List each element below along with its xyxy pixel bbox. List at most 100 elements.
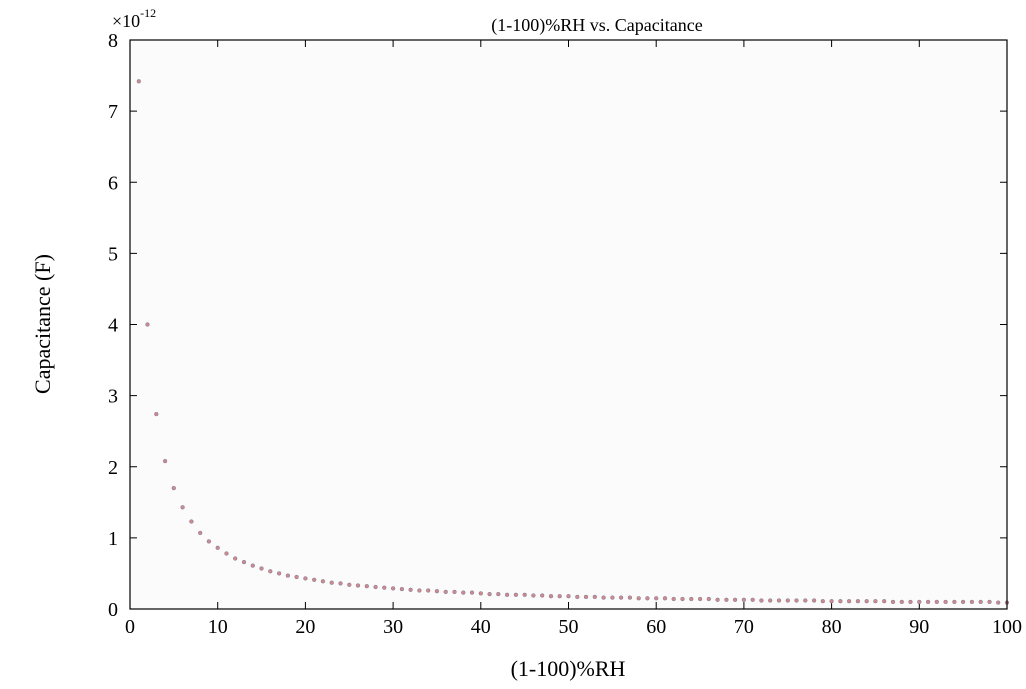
y-tick-label: 3	[108, 386, 118, 408]
x-tick-label: 50	[559, 616, 579, 638]
data-point	[689, 596, 694, 602]
y-tick-label: 2	[108, 457, 118, 479]
x-tick-label: 0	[125, 616, 135, 638]
data-point	[382, 585, 387, 590]
data-point	[180, 505, 185, 510]
data-point	[601, 595, 606, 600]
x-tick-label: 40	[471, 616, 491, 638]
y-scale-exponent: -12	[140, 6, 156, 20]
data-point	[820, 599, 825, 604]
data-point	[768, 598, 773, 603]
data-point	[715, 597, 720, 602]
y-tick-label: 4	[108, 315, 118, 337]
tick-labels: 0 10 20 30 40 50 60 70 80 90 100 0 1 2 3 4 5 6 7 8	[108, 30, 1022, 638]
plot-frame	[129, 39, 1008, 610]
data-point	[312, 577, 317, 582]
data-point	[566, 594, 571, 599]
data-point	[803, 598, 808, 603]
data-point	[434, 589, 440, 594]
data-point	[846, 599, 852, 604]
data-point	[882, 599, 887, 604]
data-point	[952, 599, 957, 605]
data-point	[303, 576, 308, 581]
data-point	[504, 592, 510, 597]
data-point	[452, 589, 457, 595]
x-tick-label: 60	[646, 616, 666, 638]
data-point	[320, 579, 326, 584]
data-point	[513, 592, 519, 597]
plot-background	[130, 40, 1007, 609]
data-point	[785, 598, 790, 603]
data-point	[583, 594, 589, 600]
data-point	[198, 530, 203, 536]
data-point	[557, 594, 562, 599]
x-axis-label: (1-100)%RH	[511, 656, 626, 681]
y-scale-base: ×10	[112, 11, 140, 31]
data-point	[864, 599, 869, 604]
data-point	[364, 584, 369, 589]
data-point	[294, 574, 299, 580]
data-point	[741, 597, 747, 602]
data-point	[171, 485, 176, 491]
data-point	[925, 599, 931, 605]
data-point	[724, 597, 729, 602]
data-point	[917, 599, 922, 605]
y-tick-label: 0	[108, 599, 118, 621]
data-point	[750, 597, 755, 602]
data-point	[943, 599, 948, 605]
data-point	[390, 586, 396, 591]
x-tick-label: 90	[909, 616, 929, 638]
data-point	[224, 551, 229, 556]
data-point	[794, 598, 799, 603]
data-point	[978, 599, 983, 605]
data-point	[162, 458, 168, 464]
x-tick-label: 20	[295, 616, 315, 638]
data-point	[241, 559, 247, 565]
data-point	[706, 596, 711, 602]
data-point	[654, 596, 659, 601]
data-point	[575, 594, 580, 600]
data-point	[531, 593, 536, 598]
data-point	[645, 596, 650, 601]
data-point	[355, 583, 361, 588]
data-point	[540, 593, 545, 598]
data-point	[443, 589, 448, 595]
data-point	[776, 598, 782, 603]
data-point	[189, 519, 194, 524]
y-tick-label: 5	[108, 243, 118, 265]
data-point	[233, 556, 238, 561]
data-point	[618, 595, 624, 600]
data-point	[215, 545, 220, 550]
data-point	[680, 596, 685, 602]
data-point	[329, 580, 334, 585]
x-tick-label: 70	[734, 616, 754, 638]
data-point	[890, 599, 896, 605]
data-point	[136, 79, 141, 84]
data-point	[347, 582, 352, 587]
data-point	[487, 591, 492, 597]
data-point	[592, 594, 597, 600]
y-tick-label: 1	[108, 528, 118, 550]
data-point	[811, 598, 817, 603]
data-point	[276, 571, 282, 576]
data-point	[908, 599, 913, 605]
data-point	[548, 594, 554, 599]
chart-title: (1-100)%RH vs. Capacitance	[491, 15, 702, 36]
data-point	[899, 599, 904, 605]
data-points	[136, 79, 1010, 605]
data-point	[627, 595, 633, 600]
data-point	[873, 599, 878, 604]
data-point	[373, 584, 378, 590]
data-point	[838, 599, 843, 604]
data-point	[285, 573, 291, 578]
y-axis-label: Capacitance (F)	[30, 254, 55, 394]
y-scale-multiplier: ×10-12	[112, 6, 156, 31]
data-point	[417, 588, 422, 593]
data-point	[206, 539, 212, 544]
data-point	[522, 592, 527, 597]
x-tick-label: 80	[822, 616, 842, 638]
data-point	[469, 590, 475, 595]
data-point	[960, 599, 966, 605]
data-point	[408, 587, 413, 592]
